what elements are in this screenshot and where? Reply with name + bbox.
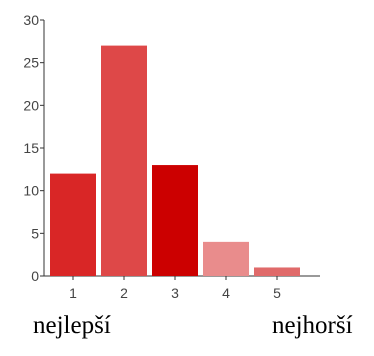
bar-chart-svg: 0 5 10 15 20 25 30 1 2 3 4 5 <box>23 12 320 301</box>
x-tick-label-2: 2 <box>120 285 128 301</box>
x-tick-label-5: 5 <box>273 285 281 301</box>
y-tick-label-1: 5 <box>31 225 39 241</box>
y-tick-label-2: 10 <box>23 183 39 199</box>
bar-5 <box>254 267 300 276</box>
y-tick-label-6: 30 <box>23 12 39 28</box>
x-tick-label-4: 4 <box>222 285 230 301</box>
x-tick-label-3: 3 <box>171 285 179 301</box>
y-tick-label-3: 15 <box>23 140 39 156</box>
y-tick-label-4: 20 <box>23 97 39 113</box>
bar-3 <box>152 165 198 276</box>
scale-worst-label: nejhorší <box>272 312 353 339</box>
y-tick-label-0: 0 <box>31 268 39 284</box>
bar-1 <box>50 173 96 276</box>
x-tick-label-1: 1 <box>69 285 77 301</box>
bar-4 <box>203 241 249 276</box>
y-tick-label-5: 25 <box>23 55 39 71</box>
bar-2 <box>101 45 147 276</box>
scale-best-label: nejlepší <box>33 312 111 339</box>
bar-chart: 0 5 10 15 20 25 30 1 2 3 4 5 <box>23 12 320 301</box>
